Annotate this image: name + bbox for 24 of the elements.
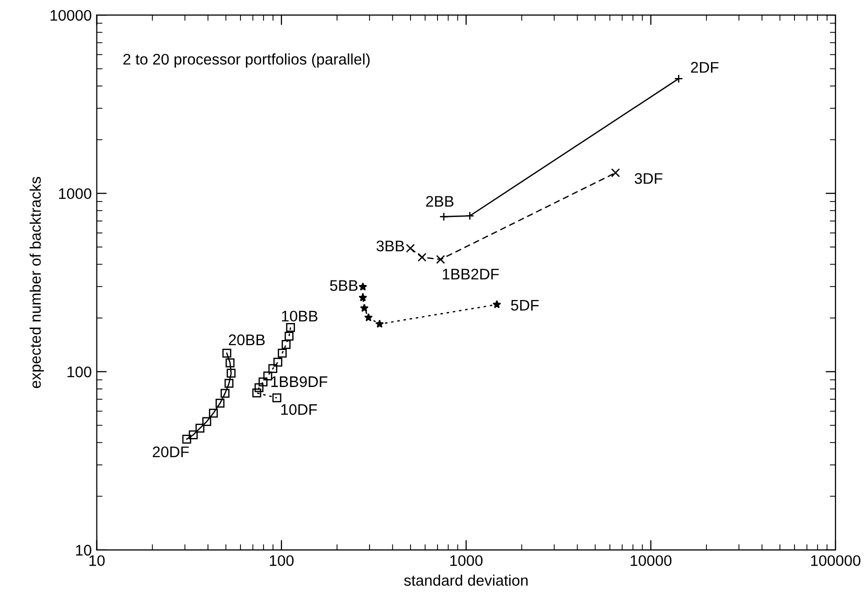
annotation: 3DF xyxy=(634,173,662,184)
annotation: 5BB xyxy=(330,280,358,291)
annotation: 2DF xyxy=(690,62,718,73)
annotation: 10DF xyxy=(281,404,317,415)
annotation: 20DF xyxy=(152,446,189,458)
x-tick-label: 100000 xyxy=(811,555,860,566)
annotation: 5DF xyxy=(511,300,539,311)
y-tick-label: 10000 xyxy=(50,10,92,21)
annotation: 3BB xyxy=(376,240,404,252)
annotation: 1BB9DF xyxy=(271,376,328,388)
annotation: 20BB xyxy=(228,334,265,346)
y-tick-label: 100 xyxy=(68,366,92,378)
annotation: 2BB xyxy=(426,196,454,207)
x-tick-label: 1000 xyxy=(450,555,483,566)
y-axis-title: expected number of backtracks xyxy=(30,176,44,388)
x-tick-label: 100 xyxy=(270,555,294,566)
y-tick-label: 10 xyxy=(76,544,92,556)
annotation: 1BB2DF xyxy=(442,268,499,280)
annotation: 2 to 20 processor portfolios (parallel) xyxy=(123,53,370,68)
x-axis-title: standard deviation xyxy=(404,574,528,586)
y-tick-label: 1000 xyxy=(59,188,92,200)
x-tick-label: 10 xyxy=(89,555,105,566)
annotation: 10BB xyxy=(282,310,318,322)
x-tick-label: 10000 xyxy=(630,555,672,566)
